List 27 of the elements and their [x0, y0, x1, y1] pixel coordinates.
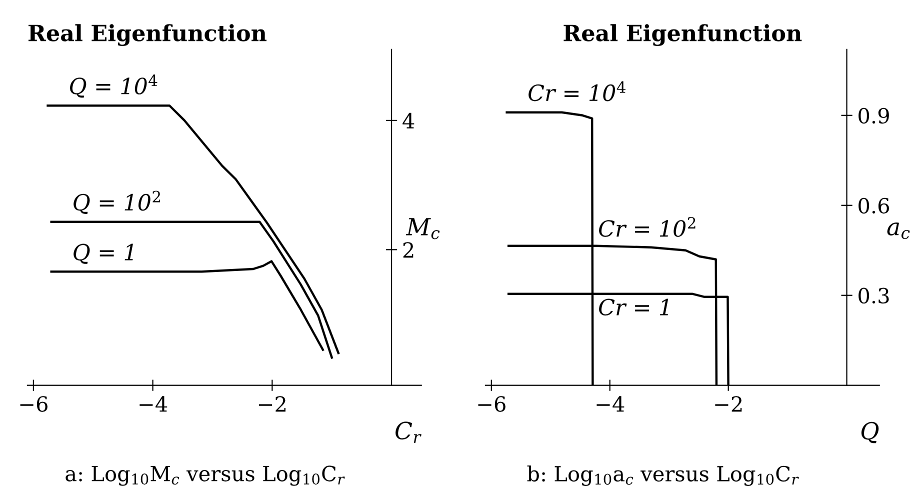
- x-tick-label: −2: [259, 396, 286, 412]
- line-series: [46, 104, 340, 354]
- x-axis-title: Q: [861, 422, 879, 444]
- x-tick-label: −4: [140, 396, 168, 412]
- text: b: Log$_{10}$a$_{c}$ versus Log$_{10}$C$_{r}$: [527, 465, 799, 486]
- x-tick-label: −4: [596, 396, 624, 412]
- x-tick-label: −6: [20, 396, 48, 412]
- text: a: Log$_{10}$M$_{c}$ versus Log$_{10}$C$_{r}$: [66, 466, 345, 486]
- y-tick-label: 0.3: [858, 288, 889, 304]
- y-tick-label: 4: [402, 112, 414, 128]
- series-label: Q = 10$^{4}$: [70, 74, 158, 98]
- line-series: [50, 220, 333, 359]
- series-label: Q = 10$^{2}$: [74, 190, 160, 214]
- chart-title: Real Eigenfunction: [28, 24, 266, 46]
- series-label: Cr = 10$^{2}$: [599, 216, 696, 237]
- y-axis-title: a$_{c}$: [887, 222, 910, 240]
- x-tick-label: −6: [478, 396, 506, 412]
- y-tick-label: 0.9: [858, 108, 889, 124]
- series-label: Cr = 10$^{4}$: [528, 81, 626, 102]
- x-tick-label: −2: [715, 396, 742, 412]
- x-axis-title: C$_{r}$: [396, 422, 422, 443]
- y-tick-label: 0.6: [858, 198, 890, 214]
- y-axis-title: M$_{c}$: [406, 218, 440, 240]
- chart-title: Real Eigenfunction: [564, 24, 802, 46]
- series-label: Q = 1: [74, 244, 133, 264]
- series-label: Cr = 1: [599, 298, 668, 316]
- y-tick-label: 2: [403, 242, 414, 258]
